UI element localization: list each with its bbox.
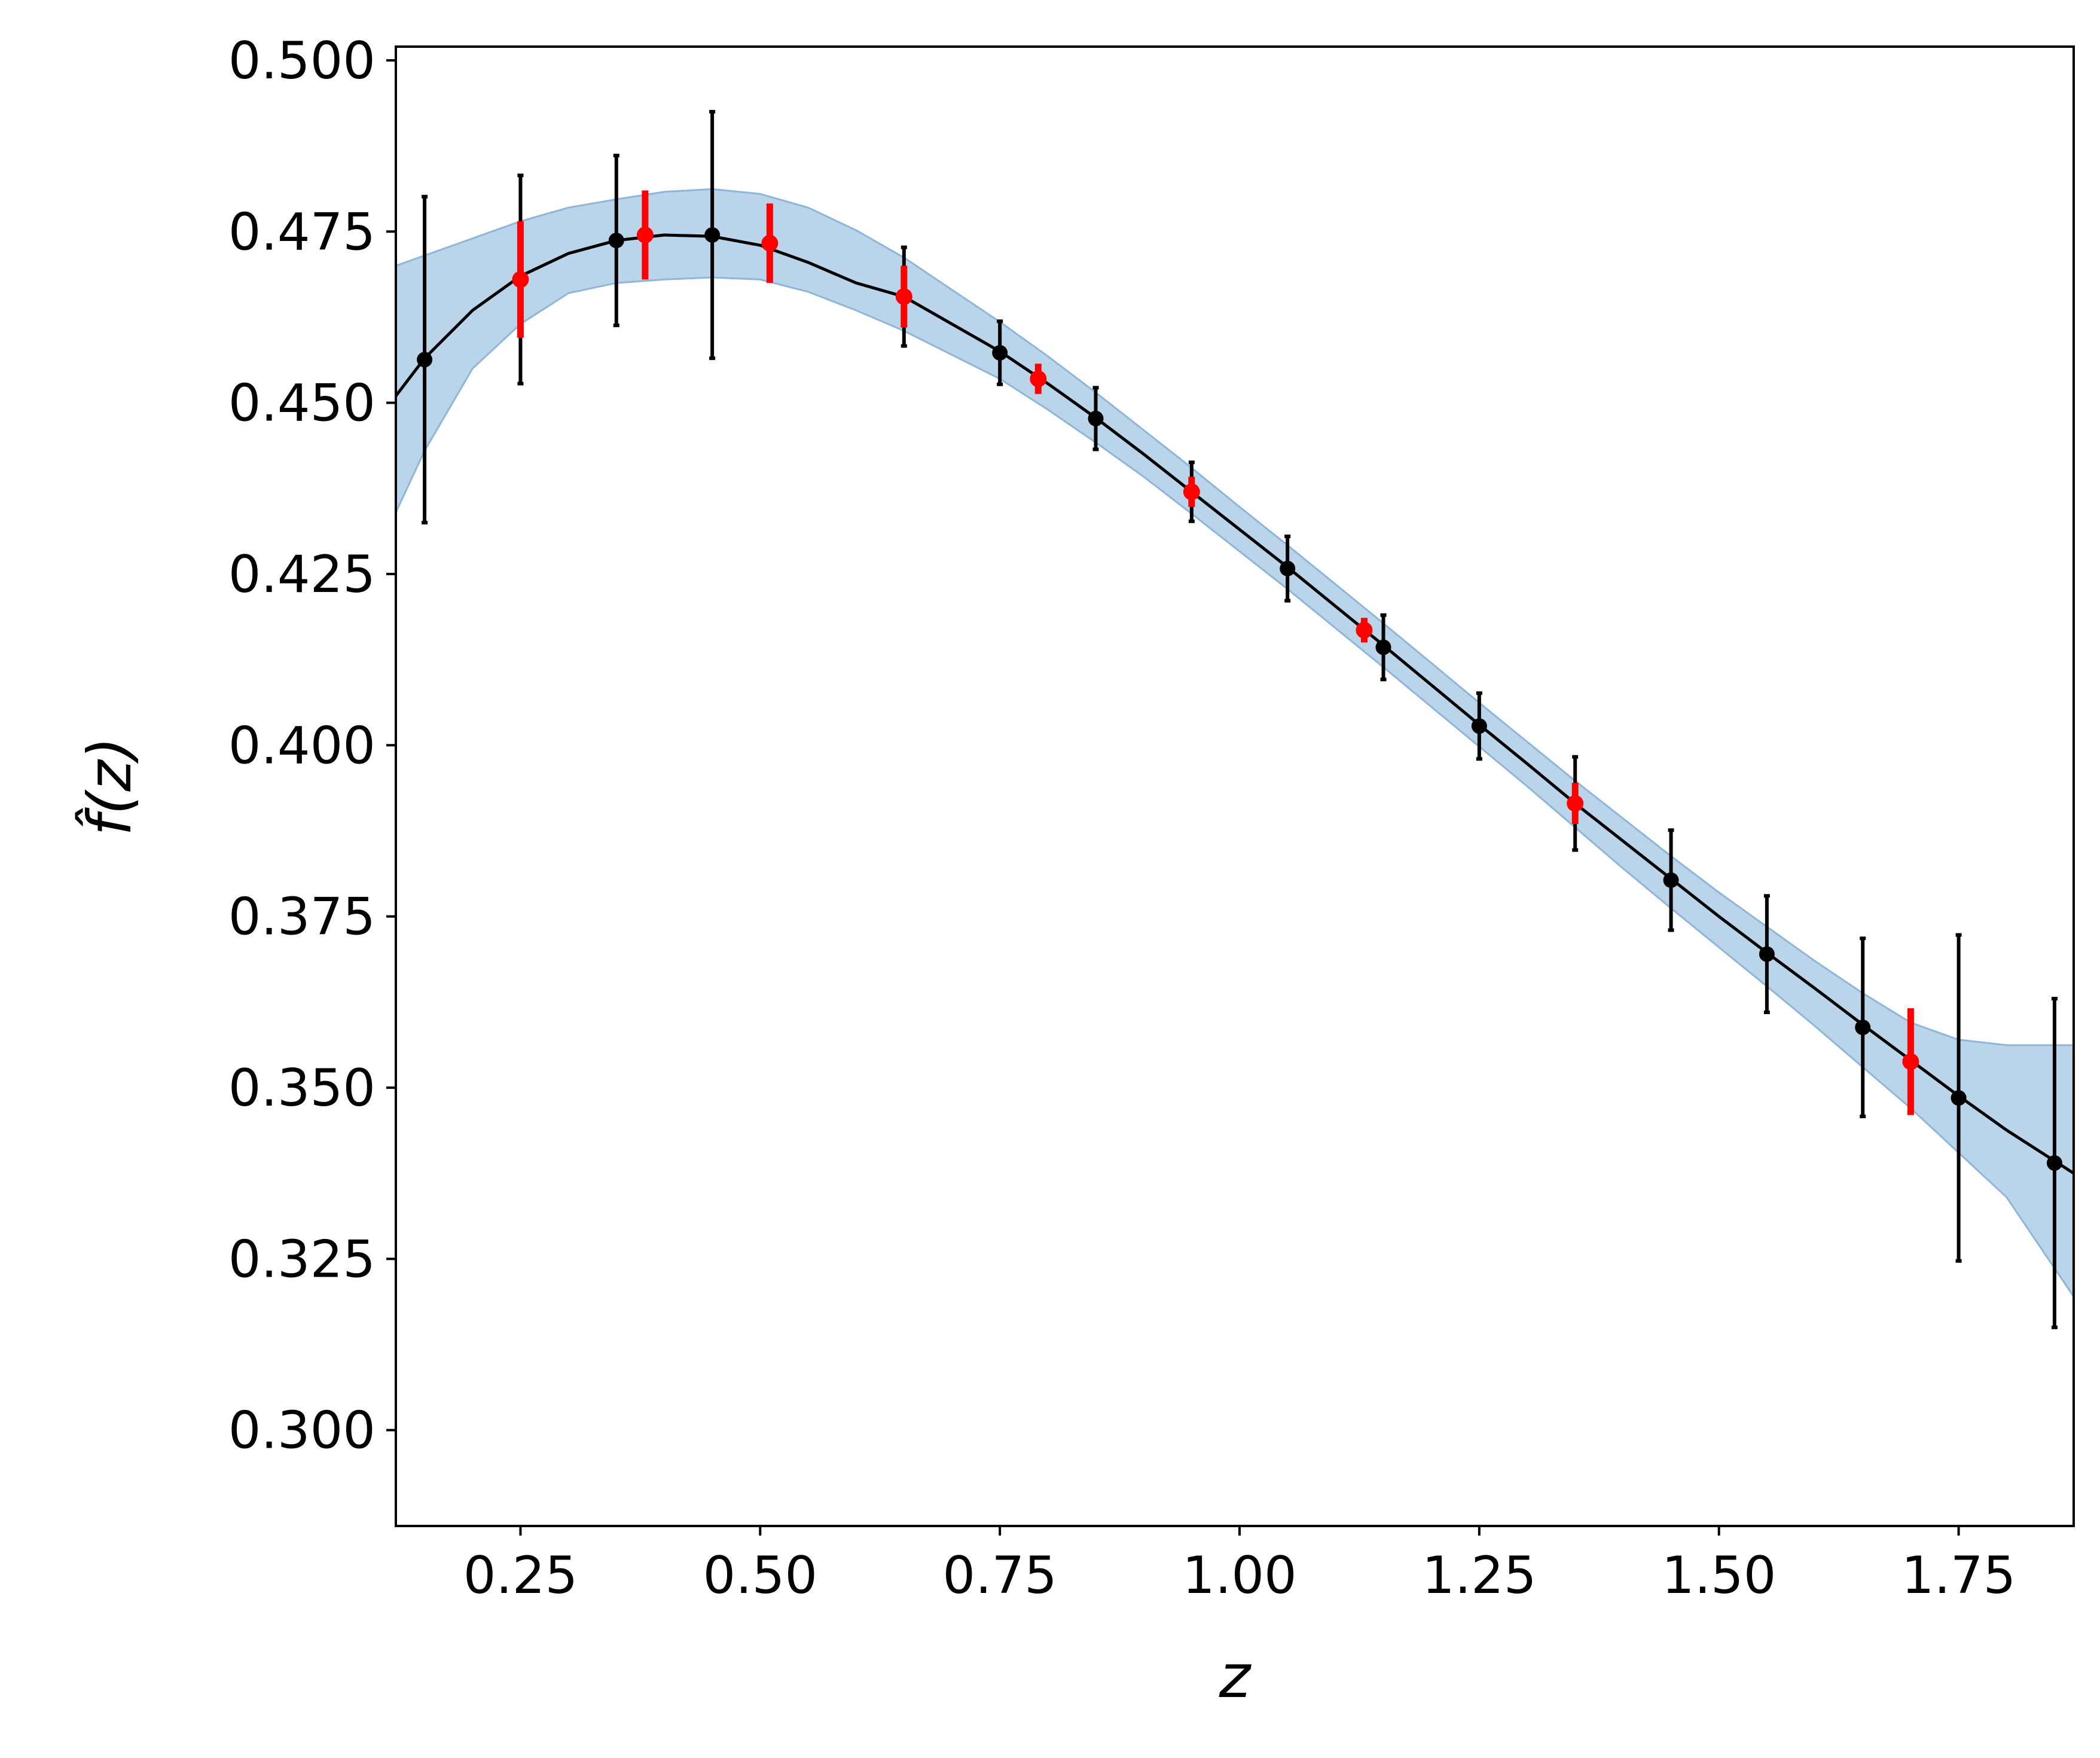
black-data-point xyxy=(992,344,1008,361)
y-axis-label: f̂(z) xyxy=(75,737,145,836)
x-tick-label: 1.00 xyxy=(1182,1546,1296,1606)
x-axis: 0.25 0.50 0.75 1.00 1.25 1.50 1.75 xyxy=(463,1526,2016,1606)
red-data-point xyxy=(512,271,529,288)
x-tick-label: 1.25 xyxy=(1422,1546,1536,1606)
x-tick-label: 1.75 xyxy=(1901,1546,2016,1606)
y-tick-label: 0.450 xyxy=(228,374,376,434)
black-data-point xyxy=(2046,1155,2062,1171)
x-tick-label: 0.50 xyxy=(703,1546,817,1606)
black-data-point xyxy=(1759,946,1775,962)
x-tick-label: 0.75 xyxy=(942,1546,1057,1606)
y-tick-label: 0.325 xyxy=(228,1229,376,1289)
red-data-point xyxy=(1030,370,1047,387)
y-tick-label: 0.475 xyxy=(228,202,376,262)
red-series xyxy=(512,190,1919,1115)
black-data-point xyxy=(1471,718,1487,734)
black-data-point xyxy=(417,352,433,368)
black-data-point xyxy=(1088,410,1104,426)
black-data-point xyxy=(1951,1090,1967,1106)
y-tick-label: 0.350 xyxy=(228,1058,376,1118)
y-tick-label: 0.500 xyxy=(228,31,376,91)
black-data-point xyxy=(704,227,721,243)
red-data-point xyxy=(1356,621,1373,639)
black-data-point xyxy=(1663,872,1679,888)
fit-curve xyxy=(396,233,2074,1175)
plot-area xyxy=(396,109,2074,1329)
y-tick-label: 0.400 xyxy=(228,716,376,776)
red-data-point xyxy=(1902,1053,1919,1070)
black-data-point xyxy=(608,233,624,249)
x-tick-label: 0.25 xyxy=(463,1546,578,1606)
red-data-point xyxy=(1183,483,1200,500)
red-data-point xyxy=(761,234,779,252)
y-axis: 0.300 0.325 0.350 0.375 0.400 0.425 0.450 0.475… xyxy=(228,31,396,1461)
y-tick-label: 0.425 xyxy=(228,545,376,605)
red-data-point xyxy=(895,288,912,306)
black-data-point xyxy=(1375,639,1391,655)
x-axis-label: z xyxy=(1219,1641,1252,1711)
red-data-point xyxy=(1567,795,1584,812)
black-data-point xyxy=(1280,560,1296,576)
x-tick-label: 1.50 xyxy=(1662,1546,1776,1606)
y-tick-label: 0.300 xyxy=(228,1401,376,1461)
red-data-point xyxy=(636,226,654,243)
plot-frame xyxy=(395,45,2075,1527)
y-tick-label: 0.375 xyxy=(228,887,376,947)
black-data-point xyxy=(1855,1020,1871,1036)
